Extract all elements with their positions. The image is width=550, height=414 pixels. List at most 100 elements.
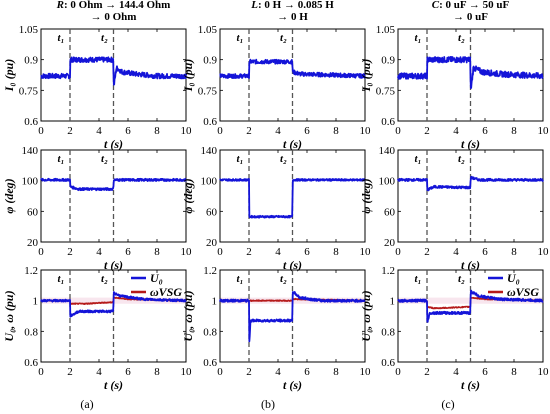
y-tick-label: 60 [206, 206, 218, 218]
series-line-0 [397, 175, 544, 192]
x-tick-label: 0 [395, 125, 401, 137]
x-axis-label: t (s) [461, 137, 480, 151]
subplot-2-1: 0 2 4 6 8 10 20 60 100 140 t (s) φ (deg) t₁ t₂ [359, 145, 549, 272]
x-tick-label: 0 [38, 246, 44, 258]
x-tick-label: 2 [67, 366, 73, 378]
y-tick-label: 0.75 [19, 85, 39, 97]
series-line-0 [219, 58, 366, 79]
x-tick-label: 8 [154, 125, 160, 137]
event-marker-label: t₂ [101, 273, 108, 285]
subplot-0-1: 0 2 4 6 8 10 20 60 100 140 t (s) φ (deg) t₁ t₂ [2, 145, 192, 272]
y-tick-label: 1.05 [19, 24, 39, 36]
x-tick-label: 8 [333, 366, 339, 378]
event-marker-label: t₁ [237, 32, 244, 44]
y-tick-label: 60 [384, 206, 396, 218]
y-tick-label: 0.6 [24, 116, 38, 128]
x-tick-label: 6 [482, 246, 488, 258]
subplot-0-0: 0 2 4 6 8 10 0.6 0.75 0.9 1.05 t (s) I₀ (pu) t₁ t₂ R: … [2, 0, 192, 151]
x-tick-label: 0 [38, 366, 44, 378]
x-axis-label: t (s) [104, 137, 123, 151]
x-tick-label: 10 [181, 366, 193, 378]
y-tick-label: 0.6 [203, 116, 217, 128]
y-tick-label: 1.2 [24, 265, 38, 277]
subplot-title-line: → 0 H [277, 11, 308, 23]
y-tick-label: 100 [201, 176, 218, 188]
event-marker-label: t₁ [58, 32, 65, 44]
y-axis-label: U₀, ω (pu) [359, 290, 373, 341]
y-tick-label: 140 [379, 145, 396, 157]
y-axis-label: I₀ (pu) [359, 59, 373, 93]
y-tick-label: 0.6 [24, 357, 38, 369]
x-tick-label: 2 [424, 246, 430, 258]
x-tick-label: 8 [511, 246, 517, 258]
y-tick-label: 0.8 [381, 326, 395, 338]
x-tick-label: 8 [511, 125, 517, 137]
x-tick-label: 8 [511, 366, 517, 378]
subplot-title-line: L: 0 H → 0.085 H [250, 0, 334, 11]
y-tick-label: 100 [22, 176, 39, 188]
y-axis-label: U₀, ω (pu) [181, 290, 195, 341]
x-tick-label: 0 [395, 366, 401, 378]
subplot-title-line: → 0 uF [453, 11, 488, 23]
series-line-0 [397, 289, 544, 323]
x-tick-label: 4 [96, 125, 102, 137]
x-tick-label: 10 [538, 246, 550, 258]
y-tick-label: 20 [384, 237, 396, 249]
y-tick-label: 60 [27, 206, 39, 218]
event-marker-label: t₁ [58, 273, 65, 285]
event-marker-label: t₂ [280, 32, 287, 44]
event-marker-label: t₁ [415, 32, 422, 44]
y-tick-label: 0.9 [381, 55, 395, 67]
series-line-0 [219, 178, 366, 219]
x-tick-label: 4 [275, 246, 281, 258]
series-line-0 [40, 177, 187, 192]
x-tick-label: 2 [246, 125, 252, 137]
event-marker-label: t₂ [101, 32, 108, 44]
event-marker-label: t₂ [458, 273, 465, 285]
y-tick-label: 0.6 [381, 116, 395, 128]
series-line-0 [219, 291, 366, 343]
x-tick-label: 2 [424, 366, 430, 378]
x-tick-label: 2 [246, 246, 252, 258]
x-tick-label: 10 [538, 125, 550, 137]
y-tick-label: 0.6 [381, 357, 395, 369]
x-tick-label: 10 [181, 125, 193, 137]
event-marker-label: t₂ [458, 153, 465, 165]
x-tick-label: 6 [304, 246, 310, 258]
y-tick-label: 0.75 [198, 85, 218, 97]
event-marker-label: t₂ [458, 32, 465, 44]
y-tick-label: 0.9 [203, 55, 217, 67]
x-tick-label: 4 [453, 125, 459, 137]
x-tick-label: 10 [538, 366, 550, 378]
y-axis-label: I₀ (pu) [181, 59, 195, 93]
panel-caption: (c) [441, 397, 454, 411]
x-tick-label: 2 [246, 366, 252, 378]
event-marker-label: t₂ [101, 153, 108, 165]
subplot-2-2: 0 2 4 6 8 10 0.6 0.8 1 1.2 t (s) U₀, ω (pu) t₁ t₂ U₀ωV… [359, 265, 549, 392]
x-tick-label: 6 [304, 125, 310, 137]
x-tick-label: 10 [360, 246, 372, 258]
subplot-title-line: C: 0 uF → 50 uF [432, 0, 510, 11]
y-tick-label: 1 [390, 296, 396, 308]
y-tick-label: 0.8 [203, 326, 217, 338]
series-line-0 [40, 291, 187, 318]
x-tick-label: 4 [96, 366, 102, 378]
x-tick-label: 8 [333, 246, 339, 258]
y-axis-label: φ (deg) [181, 178, 195, 213]
panel-caption: (b) [261, 397, 275, 411]
subplot-title-line: → 0 Ohm [91, 11, 137, 23]
event-marker-label: t₂ [280, 273, 287, 285]
x-tick-label: 6 [304, 366, 310, 378]
y-tick-label: 1.05 [376, 24, 396, 36]
x-tick-label: 8 [154, 366, 160, 378]
x-tick-label: 2 [424, 125, 430, 137]
event-marker-label: t₂ [280, 153, 287, 165]
x-tick-label: 6 [482, 125, 488, 137]
legend-label: U₀ [150, 271, 163, 285]
x-tick-label: 4 [275, 366, 281, 378]
y-axis-label: U₀, ω (pu) [2, 290, 16, 341]
x-tick-label: 8 [154, 246, 160, 258]
x-tick-label: 4 [275, 125, 281, 137]
subplot-1-2: 0 2 4 6 8 10 0.6 0.8 1 1.2 t (s) U₀, ω (pu) t₁ t₂ [181, 265, 371, 392]
